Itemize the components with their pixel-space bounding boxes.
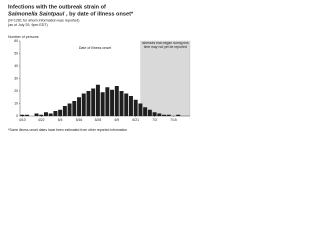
y-tick-label: 30 (14, 76, 18, 80)
x-tick-label: 7/15 (170, 118, 177, 122)
bar (128, 96, 133, 116)
bar (114, 86, 119, 116)
bar (143, 107, 148, 116)
y-axis-label: Number of persons (8, 35, 39, 39)
bar (162, 114, 167, 116)
bar (166, 114, 171, 116)
x-tick-label: 5/16 (76, 118, 83, 122)
bar (43, 112, 48, 116)
y-tick-label: 10 (14, 101, 18, 105)
subtitle: (as of July 29, 9pm EDT) (8, 23, 48, 27)
x-tick-label: 5/28 (95, 118, 102, 122)
y-tick-label: 20 (14, 89, 18, 93)
bar (133, 99, 138, 116)
bar (53, 111, 58, 116)
y-tick-label: 50 (14, 51, 18, 55)
x-axis-label: Date of illness onset (79, 46, 111, 50)
x-tick-label: 4/10 (19, 118, 26, 122)
bar (20, 114, 25, 116)
bar (25, 114, 30, 116)
annotation-box: Illnesses that began during this time ma… (141, 42, 189, 49)
bar (152, 112, 157, 116)
chart-title: Infections with the outbreak strain of (8, 4, 106, 10)
bar (34, 113, 39, 116)
footnote: *Some illness onset dates have been esti… (8, 128, 127, 132)
bar (176, 114, 181, 116)
subtitle: (N=1281 for whom information was reporte… (8, 18, 79, 22)
x-tick-label: 4/22 (38, 118, 45, 122)
bar (67, 103, 72, 116)
annotation: Illnesses that began during this time ma… (141, 42, 189, 49)
y-tick-label: 0 (16, 114, 18, 118)
bar (39, 114, 44, 116)
bar (77, 97, 82, 116)
bar (119, 91, 124, 116)
chart-title-italic: Salmonella Saintpaul (8, 11, 65, 17)
bar (95, 84, 100, 116)
bar (124, 93, 129, 116)
x-tick-label: 5/4 (58, 118, 63, 122)
y-tick-label: 40 (14, 64, 18, 68)
x-tick-label: 6/9 (114, 118, 119, 122)
shaded-region (140, 40, 191, 117)
bar (91, 88, 96, 116)
y-tick-label: 60 (14, 39, 18, 43)
bar (138, 103, 143, 116)
bar (62, 106, 67, 116)
x-tick-label: 6/21 (132, 118, 139, 122)
bar (86, 91, 91, 116)
bar (72, 101, 77, 116)
bar (110, 89, 115, 116)
bar (58, 109, 63, 116)
x-tick-label: 7/3 (152, 118, 157, 122)
bar (147, 109, 152, 116)
bar (81, 93, 86, 116)
bar (48, 113, 53, 116)
chart: Infections with the outbreak strain of S… (8, 4, 191, 132)
chart-title-end: , by date of illness onset* (66, 11, 134, 17)
bar (100, 92, 105, 116)
bar (105, 87, 110, 116)
bar (157, 113, 162, 116)
